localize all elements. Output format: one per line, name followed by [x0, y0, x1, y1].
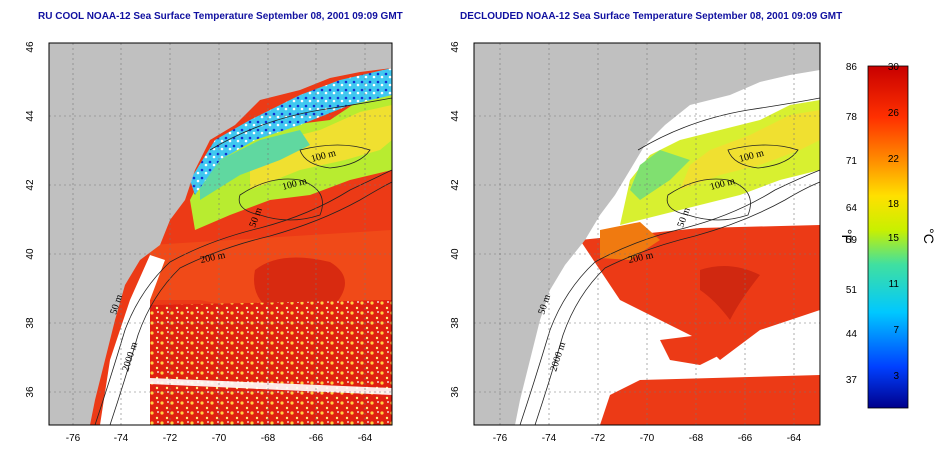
fahrenheit-tick: 51 — [846, 285, 858, 296]
right-y-tick: 38 — [450, 317, 461, 329]
colorbar-celsius-ticks: 30 26 22 18 15 11 7 3 — [888, 62, 900, 382]
left-x-tick: -76 — [66, 433, 81, 444]
celsius-tick: 18 — [888, 199, 900, 210]
right-map-panel: 100 m 100 m 50 m 200 m 50 m 2000 m -76 -… — [450, 41, 821, 444]
right-y-tick: 44 — [450, 110, 461, 122]
left-x-tick: -64 — [358, 433, 373, 444]
left-map-panel: 100 m 100 m 50 m 200 m 50 m 2000 m -76 -… — [25, 41, 393, 444]
right-y-tick: 40 — [450, 248, 461, 260]
right-x-tick: -70 — [640, 433, 655, 444]
left-map-frame — [48, 42, 393, 426]
celsius-tick: 7 — [893, 325, 899, 336]
right-warm-water — [580, 225, 820, 360]
celsius-tick: 3 — [893, 371, 899, 382]
right-x-tick: -64 — [787, 433, 802, 444]
left-y-tick: 36 — [25, 386, 36, 398]
celsius-tick: 26 — [888, 108, 900, 119]
left-y-tick: 46 — [25, 41, 36, 53]
right-y-tick: 42 — [450, 179, 461, 191]
right-x-tick: -74 — [542, 433, 557, 444]
fahrenheit-tick: 64 — [846, 203, 858, 214]
celsius-tick: 11 — [889, 279, 900, 290]
celsius-tick: 15 — [888, 233, 900, 244]
fahrenheit-tick: 44 — [846, 329, 858, 340]
left-x-tick: -66 — [309, 433, 324, 444]
left-x-tick: -68 — [261, 433, 276, 444]
fahrenheit-unit-label: °F — [839, 229, 855, 243]
left-map-title: RU COOL NOAA-12 Sea Surface Temperature … — [38, 11, 403, 22]
left-contour-label: 200 m — [199, 250, 226, 266]
left-scan-line — [150, 378, 392, 395]
celsius-tick: 30 — [888, 62, 900, 73]
left-x-axis: -76 -74 -72 -70 -68 -66 -64 — [66, 433, 373, 444]
left-x-tick: -72 — [163, 433, 178, 444]
right-map-title: DECLOUDED NOAA-12 Sea Surface Temperatur… — [460, 11, 843, 22]
fahrenheit-tick: 86 — [846, 62, 858, 73]
fahrenheit-tick: 71 — [846, 156, 858, 167]
left-cloud-fringe — [190, 68, 392, 195]
celsius-tick: 22 — [888, 154, 900, 165]
left-y-tick: 40 — [25, 248, 36, 260]
left-grid — [49, 43, 392, 425]
right-land-mass — [474, 43, 820, 425]
right-y-tick: 46 — [450, 41, 461, 53]
celsius-unit-label: °C — [921, 228, 937, 244]
right-x-axis: -76 -74 -72 -70 -68 -66 -64 — [493, 433, 802, 444]
left-x-tick: -74 — [114, 433, 129, 444]
left-y-tick: 42 — [25, 179, 36, 191]
left-cloud-speckle — [150, 300, 392, 425]
fahrenheit-tick: 37 — [846, 375, 858, 386]
right-y-axis: 36 38 40 42 44 46 — [450, 41, 461, 398]
right-contour-label: 200 m — [627, 250, 654, 266]
colorbar-gradient — [867, 65, 909, 409]
left-land-mass — [49, 43, 392, 425]
colorbar-fahrenheit-ticks: 86 78 71 64 59 51 44 37 — [846, 62, 858, 386]
left-y-axis: 36 38 40 42 44 46 — [25, 41, 36, 398]
right-x-tick: -72 — [591, 433, 606, 444]
fahrenheit-tick: 78 — [846, 112, 858, 123]
left-y-tick: 38 — [25, 317, 36, 329]
fahrenheit-tick: 59 — [846, 235, 858, 246]
temperature-colorbar: 86 78 71 64 59 51 44 37 30 26 22 18 15 1… — [839, 62, 937, 409]
right-x-tick: -76 — [493, 433, 508, 444]
right-warm-water-south — [600, 375, 820, 425]
left-y-tick: 44 — [25, 110, 36, 122]
right-y-tick: 36 — [450, 386, 461, 398]
right-grid — [474, 43, 820, 425]
right-x-tick: -66 — [738, 433, 753, 444]
left-x-tick: -70 — [212, 433, 227, 444]
right-x-tick: -68 — [689, 433, 704, 444]
right-map-frame — [473, 42, 821, 426]
